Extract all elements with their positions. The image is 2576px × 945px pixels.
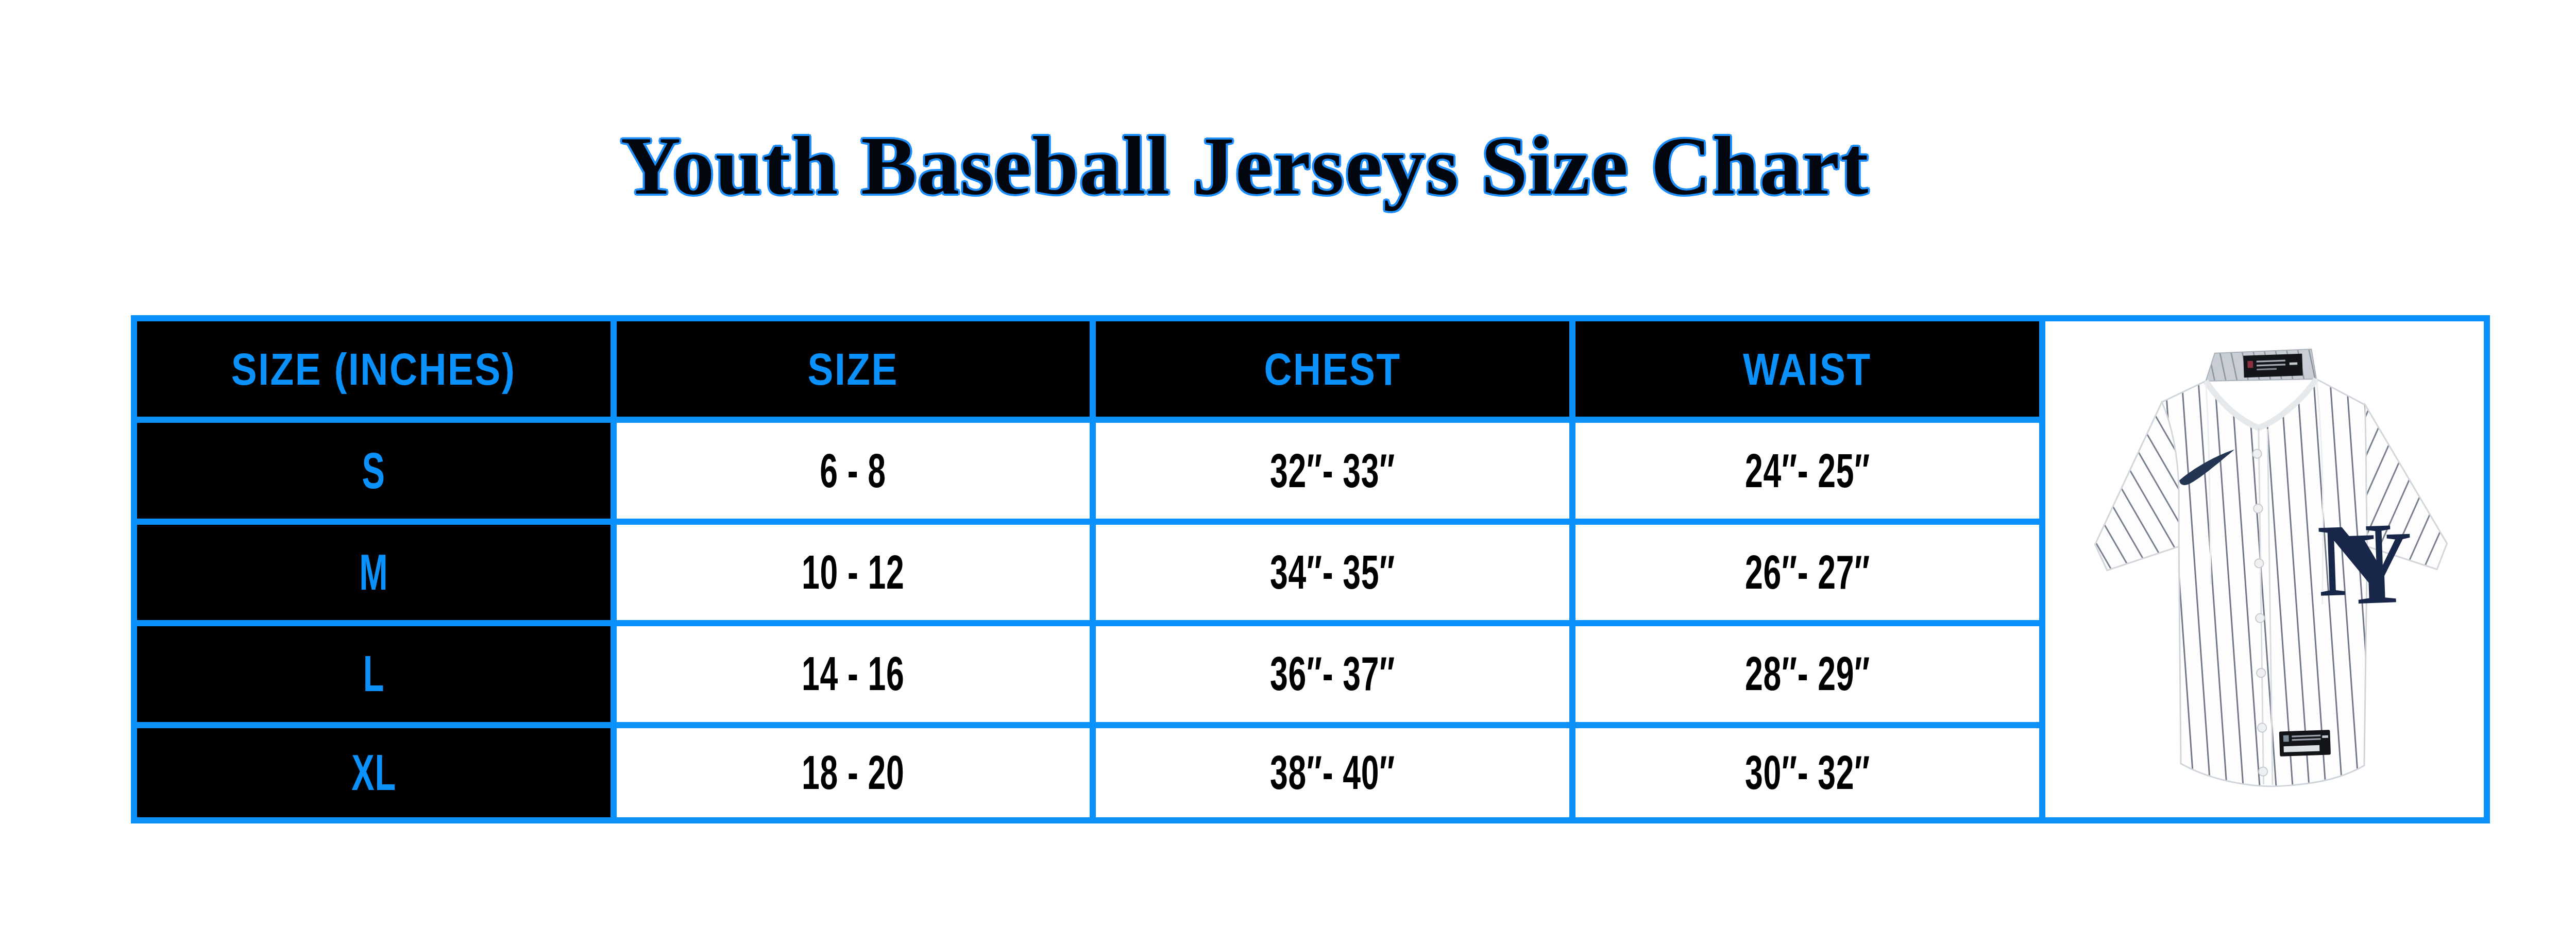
row-l-size-range-value: 14 - 16 [802,647,905,701]
row-l-waist: 28″- 29″ [1569,620,2039,721]
row-xl-label: XL [351,744,396,802]
header-size-inches-label: SIZE (INCHES) [231,343,516,396]
row-s-waist: 24″- 25″ [1569,417,2039,518]
row-l-waist-value: 28″- 29″ [1745,647,1870,701]
row-s-size-range: 6 - 8 [611,417,1090,518]
row-l-label-cell: L [131,620,611,721]
row-m-waist-value: 26″- 27″ [1745,545,1870,599]
row-xl-chest: 38″- 40″ [1090,722,1569,823]
row-s-chest-value: 32″- 33″ [1270,444,1395,498]
yankees-jersey-graphic: N Y [2045,324,2484,815]
header-chest: CHEST [1090,315,1569,417]
header-size-inches: SIZE (INCHES) [131,315,611,417]
row-m-chest: 34″- 35″ [1090,519,1569,620]
page-title: Youth Baseball Jerseys Size Chart [0,114,2490,217]
row-s-chest: 32″- 33″ [1090,417,1569,518]
row-m-chest-value: 34″- 35″ [1270,545,1395,599]
ny-logo-y: Y [2336,509,2415,627]
row-l-size-range: 14 - 16 [611,620,1090,721]
ny-logo: N Y [2316,501,2415,628]
jersey-image: N Y [2045,321,2484,817]
row-m-size-range-value: 10 - 12 [802,545,905,599]
row-xl-waist-value: 30″- 32″ [1745,746,1870,800]
header-row: SIZE (INCHES) SIZE CHEST WAIST [131,315,2490,417]
size-chart-table: SIZE (INCHES) SIZE CHEST WAIST [131,315,2490,823]
row-xl-waist: 30″- 32″ [1569,722,2039,823]
header-waist: WAIST [1569,315,2039,417]
row-l-chest: 36″- 37″ [1090,620,1569,721]
header-size: SIZE [611,315,1090,417]
row-m-label-cell: M [131,519,611,620]
row-s-size-range-value: 6 - 8 [820,444,887,498]
neck-label [2243,354,2303,378]
jersey-image-cell: N Y [2039,315,2490,823]
jersey-left-sleeve [2095,402,2179,571]
header-chest-label: CHEST [1264,343,1401,396]
row-m-size-range: 10 - 12 [611,519,1090,620]
row-xl-size-range-value: 18 - 20 [802,746,905,800]
row-s-waist-value: 24″- 25″ [1745,444,1870,498]
row-xl-size-range: 18 - 20 [611,722,1090,823]
header-size-label: SIZE [808,343,899,396]
row-m-waist: 26″- 27″ [1569,519,2039,620]
row-xl-chest-value: 38″- 40″ [1270,746,1395,800]
row-l-chest-value: 36″- 37″ [1270,647,1395,701]
jersey-back-collar [2206,349,2316,381]
row-xl-label-cell: XL [131,722,611,823]
row-l-label: L [363,645,384,703]
jock-tag [2279,730,2331,757]
row-s-label-cell: S [131,417,611,518]
row-s-label: S [362,442,385,500]
row-m-label: M [359,543,388,602]
header-waist-label: WAIST [1743,343,1872,396]
